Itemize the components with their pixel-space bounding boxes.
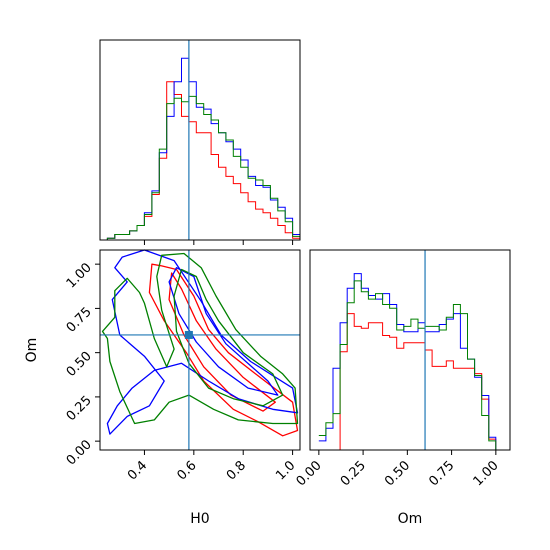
histogram-step-blue xyxy=(318,273,503,451)
contour-series xyxy=(101,249,299,437)
contour-x-tick-label: 0.8 xyxy=(224,458,249,483)
contour-y-tick-label: 1.00 xyxy=(64,260,95,291)
contour-red-0 xyxy=(148,263,299,437)
contour-blue-2 xyxy=(106,249,299,435)
panel-h0-om-contour: 0.4 0.6 0.8 1.0 0.000.250.500.751.00 xyxy=(64,249,301,483)
contour-frame xyxy=(99,249,301,451)
x-axis-label-h0: H0 xyxy=(190,511,209,527)
om-x-tick-label: 0.75 xyxy=(426,458,457,489)
om-x-tick-label: 0.50 xyxy=(382,458,413,489)
h0-histogram-ticks xyxy=(143,240,294,245)
contour-truth-lines xyxy=(100,250,300,450)
om-histogram-frame xyxy=(309,249,511,451)
contour-red-1 xyxy=(168,272,276,412)
h0-histogram-frame xyxy=(99,39,301,241)
om-x-tick-label: 1.00 xyxy=(471,458,502,489)
contour-y-tick-label: 0.50 xyxy=(64,349,95,380)
histogram-step-red xyxy=(100,81,300,241)
histogram-step-green xyxy=(318,280,503,451)
contour-y-tick-label: 0.75 xyxy=(64,305,95,336)
contour-y-tick-label: 0.25 xyxy=(64,393,95,424)
y-axis-label-om: Om xyxy=(24,338,40,363)
contour-y-ticks: 0.00 0.25 0.50 0.75 1.00 xyxy=(64,260,100,468)
om-x-tick-label: 0.25 xyxy=(338,458,369,489)
histogram-step-green xyxy=(100,95,300,241)
contour-x-tick-label: 0.6 xyxy=(174,458,199,483)
contour-x-ticks: 0.4 0.6 0.8 1.0 xyxy=(125,450,298,483)
contour-green-5 xyxy=(173,268,284,407)
contour-x-tick-label: 0.4 xyxy=(125,458,150,483)
om-histogram-series xyxy=(318,273,503,451)
contour-green-4 xyxy=(101,252,299,425)
om-x-tick-label: 0.00 xyxy=(294,458,325,489)
contour-blue-3 xyxy=(168,267,279,396)
panel-om-histogram: 0.00 0.25 0.50 0.75 1.00 xyxy=(294,249,511,489)
truth-marker xyxy=(184,330,193,339)
om-x-ticks: 0.00 0.25 0.50 0.75 1.00 xyxy=(294,450,502,489)
h0-histogram-series xyxy=(100,57,300,241)
contour-y-tick-label: 0.00 xyxy=(64,437,95,468)
x-axis-label-om: Om xyxy=(398,511,423,527)
panel-h0-histogram xyxy=(99,39,301,245)
histogram-step-red xyxy=(318,313,503,451)
